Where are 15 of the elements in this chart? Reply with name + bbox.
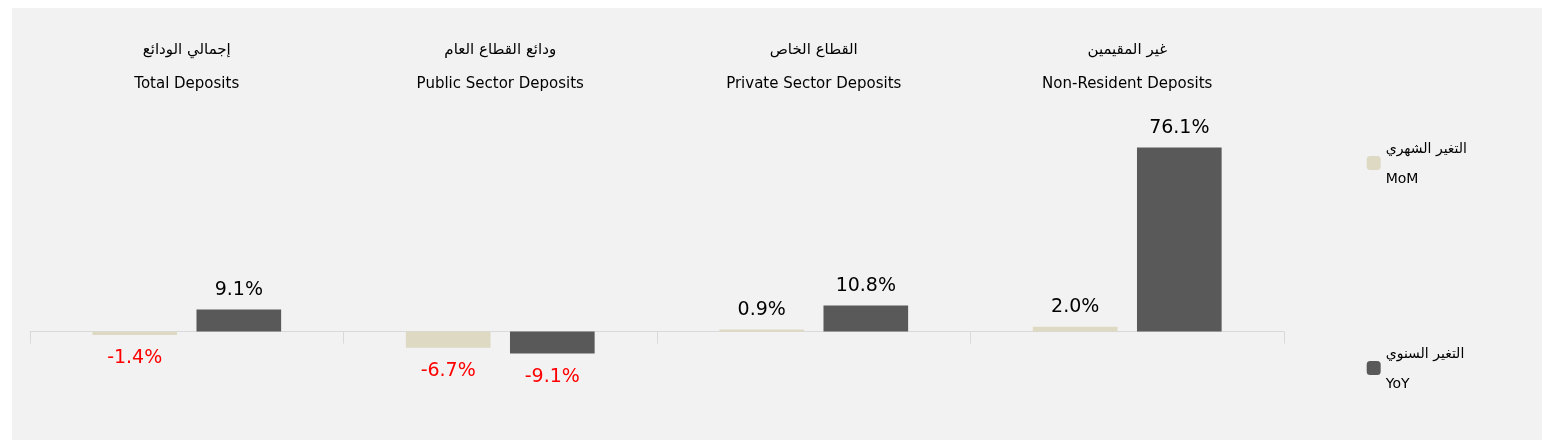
- data-label: 10.8%: [835, 272, 896, 295]
- bar: [196, 309, 282, 332]
- bar: [1136, 147, 1222, 332]
- data-label: -6.7%: [420, 358, 476, 381]
- data-label: 2.0%: [1051, 294, 1100, 317]
- data-label: -1.4%: [107, 345, 163, 368]
- bar: [509, 331, 595, 354]
- bar: [823, 305, 909, 332]
- bar: [405, 331, 491, 348]
- data-label: 0.9%: [737, 296, 786, 319]
- data-label: 76.1%: [1149, 114, 1210, 137]
- bar: [719, 329, 805, 332]
- data-label: 9.1%: [214, 277, 263, 300]
- bar: [1032, 326, 1118, 332]
- data-label: -9.1%: [524, 364, 580, 387]
